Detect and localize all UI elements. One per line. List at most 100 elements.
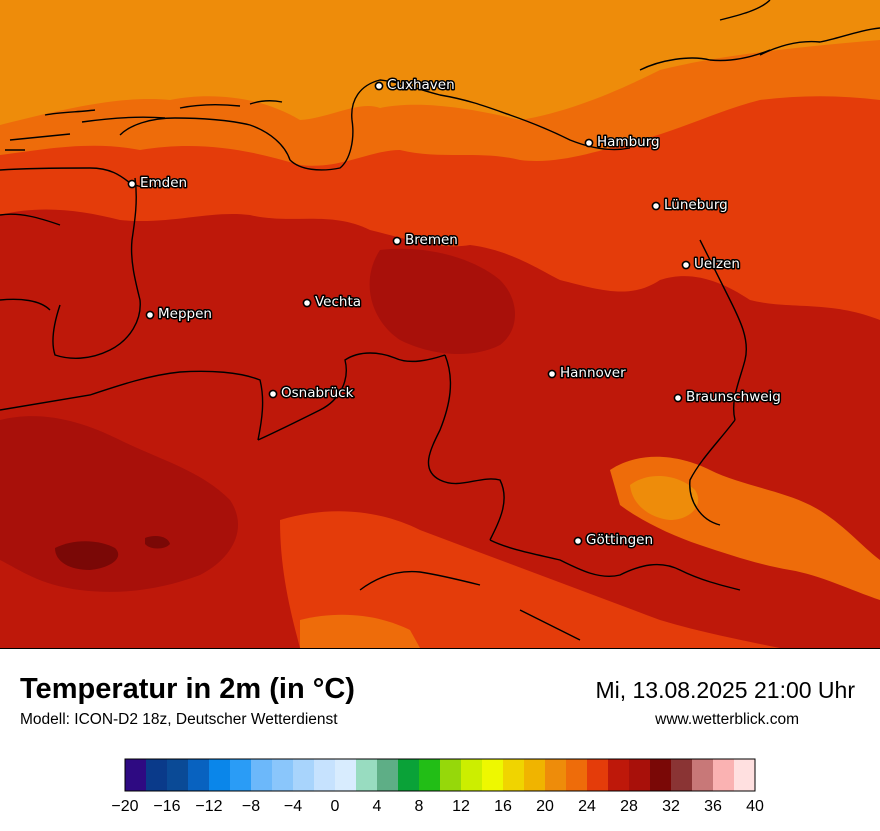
color-scale-tick-label: −4 bbox=[284, 798, 302, 815]
color-scale-tick-label: 32 bbox=[662, 798, 680, 815]
map-title: Temperatur in 2m (in °C) bbox=[20, 673, 355, 705]
temp-zone-central bbox=[369, 248, 515, 355]
color-scale-swatches bbox=[125, 759, 756, 791]
color-swatch bbox=[482, 759, 504, 791]
city-dot-hamburg bbox=[584, 138, 594, 148]
city-dot-braunschweig bbox=[673, 393, 683, 403]
city-label-meppen: Meppen bbox=[158, 306, 212, 322]
color-swatch bbox=[356, 759, 378, 791]
city-hamburg[interactable]: Hamburg bbox=[584, 133, 661, 152]
map-canvas: Cuxhaven Hamburg Emden Lüneburg Bremen U… bbox=[0, 0, 880, 648]
city-dot-emden bbox=[127, 179, 137, 189]
city-label-braunschweig: Braunschweig bbox=[686, 389, 781, 405]
color-scale-bar: −20 −16 −12 −8 −4 0 4 8 12 16 20 24 28 32 36 40 bbox=[111, 758, 764, 815]
city-vechta[interactable]: Vechta bbox=[302, 293, 363, 312]
color-scale-tick-label: 36 bbox=[704, 798, 722, 815]
color-swatch bbox=[713, 759, 735, 791]
city-emden[interactable]: Emden bbox=[127, 174, 189, 193]
city-label-emden: Emden bbox=[140, 175, 187, 191]
city-goettingen[interactable]: Göttingen bbox=[573, 531, 655, 550]
color-swatch bbox=[377, 759, 399, 791]
color-swatch bbox=[398, 759, 420, 791]
color-swatch bbox=[650, 759, 672, 791]
color-swatch bbox=[209, 759, 231, 791]
color-swatch bbox=[314, 759, 336, 791]
color-swatch bbox=[272, 759, 294, 791]
color-swatch bbox=[440, 759, 462, 791]
city-dot-goettingen bbox=[573, 536, 583, 546]
color-scale-ticks: −20 −16 −12 −8 −4 0 4 8 12 16 20 24 28 32 36 40 bbox=[111, 798, 764, 815]
city-label-osnabrueck: Osnabrück bbox=[281, 385, 354, 401]
city-meppen[interactable]: Meppen bbox=[145, 305, 213, 324]
source-url: www.wetterblick.com bbox=[655, 711, 799, 728]
color-swatch bbox=[251, 759, 273, 791]
city-bremen[interactable]: Bremen bbox=[392, 231, 459, 250]
city-uelzen[interactable]: Uelzen bbox=[681, 255, 741, 274]
temp-zone-30b bbox=[145, 536, 170, 549]
color-scale-tick-label: −20 bbox=[111, 798, 138, 815]
city-label-uelzen: Uelzen bbox=[694, 256, 740, 272]
color-swatch bbox=[629, 759, 651, 791]
color-swatch bbox=[734, 759, 756, 791]
city-cuxhaven[interactable]: Cuxhaven bbox=[374, 76, 456, 95]
temp-zone-east-orange bbox=[630, 475, 699, 520]
color-swatch bbox=[188, 759, 210, 791]
color-scale-tick-label: 12 bbox=[452, 798, 470, 815]
city-braunschweig[interactable]: Braunschweig bbox=[673, 388, 782, 407]
city-dot-lueneburg bbox=[651, 201, 661, 211]
color-swatch bbox=[587, 759, 609, 791]
color-scale-tick-label: −12 bbox=[195, 798, 222, 815]
color-swatch bbox=[335, 759, 357, 791]
temp-zone-south-orange bbox=[300, 614, 420, 648]
city-dot-hannover bbox=[547, 369, 557, 379]
color-scale-tick-label: 0 bbox=[331, 798, 340, 815]
temp-zone-30 bbox=[55, 541, 119, 570]
color-swatch bbox=[545, 759, 567, 791]
forecast-datetime: Mi, 13.08.2025 21:00 Uhr bbox=[595, 677, 855, 703]
color-swatch bbox=[293, 759, 315, 791]
color-scale-tick-label: 40 bbox=[746, 798, 764, 815]
color-swatch bbox=[167, 759, 189, 791]
temperature-map: Cuxhaven Hamburg Emden Lüneburg Bremen U… bbox=[0, 0, 880, 648]
city-dot-meppen bbox=[145, 310, 155, 320]
city-dot-osnabrueck bbox=[268, 389, 278, 399]
model-subtitle: Modell: ICON-D2 18z, Deutscher Wetterdie… bbox=[20, 711, 338, 728]
color-swatch bbox=[125, 759, 147, 791]
map-footer: Temperatur in 2m (in °C) Modell: ICON-D2… bbox=[0, 648, 880, 830]
city-label-goettingen: Göttingen bbox=[586, 532, 653, 548]
color-swatch bbox=[566, 759, 588, 791]
city-dot-vechta bbox=[302, 298, 312, 308]
city-label-vechta: Vechta bbox=[315, 294, 361, 310]
city-dot-cuxhaven bbox=[374, 81, 384, 91]
city-label-bremen: Bremen bbox=[405, 232, 458, 248]
city-label-hannover: Hannover bbox=[560, 365, 626, 381]
color-swatch bbox=[461, 759, 483, 791]
color-scale-border bbox=[124, 758, 756, 792]
color-swatch bbox=[503, 759, 525, 791]
city-markers: Cuxhaven Hamburg Emden Lüneburg Bremen U… bbox=[127, 76, 782, 550]
color-scale-tick-label: −8 bbox=[242, 798, 260, 815]
color-scale-tick-label: 28 bbox=[620, 798, 638, 815]
temp-zone-south-warm bbox=[280, 511, 780, 648]
color-swatch bbox=[146, 759, 168, 791]
city-dot-uelzen bbox=[681, 260, 691, 270]
color-scale-tick-label: 4 bbox=[373, 798, 382, 815]
city-osnabrueck[interactable]: Osnabrück bbox=[268, 384, 355, 403]
city-dot-bremen bbox=[392, 236, 402, 246]
city-label-lueneburg: Lüneburg bbox=[664, 197, 728, 213]
color-swatch bbox=[671, 759, 693, 791]
color-scale-tick-label: 24 bbox=[578, 798, 596, 815]
color-swatch bbox=[419, 759, 441, 791]
coastlines-and-borders bbox=[0, 0, 880, 641]
city-lueneburg[interactable]: Lüneburg bbox=[651, 196, 729, 215]
color-swatch bbox=[230, 759, 252, 791]
color-swatch bbox=[524, 759, 546, 791]
color-scale-tick-label: 8 bbox=[415, 798, 424, 815]
city-label-cuxhaven: Cuxhaven bbox=[387, 77, 455, 93]
color-scale-tick-label: −16 bbox=[153, 798, 180, 815]
city-label-hamburg: Hamburg bbox=[597, 134, 660, 150]
color-swatch bbox=[608, 759, 630, 791]
color-scale-tick-label: 20 bbox=[536, 798, 554, 815]
city-hannover[interactable]: Hannover bbox=[547, 364, 628, 383]
color-scale-tick-label: 16 bbox=[494, 798, 512, 815]
